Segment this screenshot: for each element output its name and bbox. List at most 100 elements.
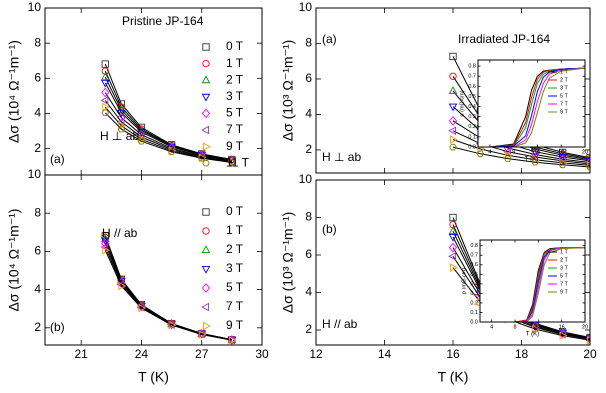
data-point [227,336,237,345]
legend-marker [201,245,211,254]
legend-marker [202,208,210,216]
data-point [449,143,457,151]
legend-label: 7 T [560,101,568,107]
data-point [448,233,458,242]
plot-area [100,232,237,345]
y-tick-label: 8 [34,205,41,219]
y-tick-label: 4 [34,282,41,296]
data-point [198,155,206,162]
x-tick-label: 20 [583,347,597,361]
data-point [100,72,110,81]
legend-label: 5 T [560,93,568,99]
x-tick-label: 8 [512,149,515,155]
legend-label: 2 T [560,257,568,263]
y-tick-label: 0.8 [468,64,476,70]
data-point [449,213,457,222]
data-point [476,150,485,158]
y-axis-label: Δσ (10³ Ω⁻¹m⁻¹) [280,212,296,314]
data-point [100,79,110,88]
series-line [489,67,585,147]
x-tick-label: 12 [534,149,540,155]
fit-line [104,250,232,341]
x-tick-label: 16 [446,347,460,361]
legend-label: 9 T [560,109,568,115]
legend-label: 7 T [560,281,568,287]
x-axis-label: T (K) [138,369,169,385]
x-tick-label: 4 [490,324,493,330]
axes-frame [479,239,586,323]
legend-label: 5 T [226,106,244,120]
legend-label: 1 T [226,56,244,70]
data-point [101,60,109,68]
legend-marker [201,75,211,84]
x-tick-label: 30 [255,347,269,361]
legend-label: 3 T [226,89,244,103]
y-tick-label: 6 [305,71,312,85]
legend-marker [201,302,210,312]
x-tick-label: 20 [582,149,588,155]
annotation: Pristine JP-164 [122,14,204,28]
y-tick-label: 2 [305,142,312,156]
y-tick-label: 10 [299,172,313,186]
y-tick-label: 0.6 [470,262,478,268]
plot-area [489,67,585,147]
fit-line [104,92,232,162]
y-tick-label: 2 [34,320,41,334]
y-tick-label: 4 [34,106,41,120]
annotation: Irradiated JP-164 [458,32,550,46]
y-tick-label: 2 [305,322,312,336]
data-point [102,245,111,255]
legend-marker [201,283,211,293]
data-point [448,242,458,253]
y-tick-label: 0.1 [470,310,478,316]
y-tick-label: 4 [305,107,312,121]
data-point [100,96,109,105]
y-tick-label: 0.3 [468,114,476,120]
x-tick-label: 12 [309,347,323,361]
data-point [558,161,567,169]
y-tick-label: 0.8 [470,243,478,249]
y-tick-label: 0.5 [468,94,476,100]
y-axis-label: Δσ (10³ Ω⁻¹m⁻¹) [280,40,296,142]
data-point [102,102,111,112]
y-tick-label: 0.7 [470,253,478,259]
data-point [137,138,146,145]
data-point [449,135,458,144]
legend-label: 3 T [560,265,568,271]
legend-label: 1 T [226,223,244,237]
data-point [117,109,126,118]
legend-label: 0 T [226,204,244,218]
x-tick-label: 27 [195,347,209,361]
fit-line [452,130,590,165]
fit-line [104,82,232,161]
x-axis-label: T (K) [526,332,539,338]
y-axis-label: ρ (mΩ-cm) [459,90,465,116]
data-point [559,331,568,340]
x-tick-label: 21 [74,347,88,361]
fit-line [452,120,590,163]
plot-area [100,60,237,167]
data-point [448,86,458,94]
y-tick-label: 0.6 [468,84,476,90]
legend-marker [202,43,210,51]
data-point [504,155,512,162]
annotation: (b) [50,320,65,334]
data-point [228,159,236,166]
legend-marker [202,159,210,167]
y-tick-label: 8 [305,210,312,224]
annotation: H // ab [102,226,138,240]
data-point [100,242,109,252]
legend-marker [201,93,211,102]
legend-label: 5 T [560,273,568,279]
data-point [168,320,177,330]
inset: 0.0 0.1 0.2 0.3 0.4 0.5 0.6 0.7 0.8 4 8 12 16 20 ρ (mΩ… [459,59,588,163]
y-tick-label: 0.7 [468,74,476,80]
y-tick-label: 2 [34,141,41,155]
series-line [489,67,585,147]
legend-label: 7 T [226,299,244,313]
legend-marker [202,59,210,68]
y-axis-label: Δσ (10⁴ Ω⁻¹m⁻¹) [6,209,22,312]
fit-line [104,100,232,162]
legend-marker [201,125,210,135]
series-line [491,247,585,322]
